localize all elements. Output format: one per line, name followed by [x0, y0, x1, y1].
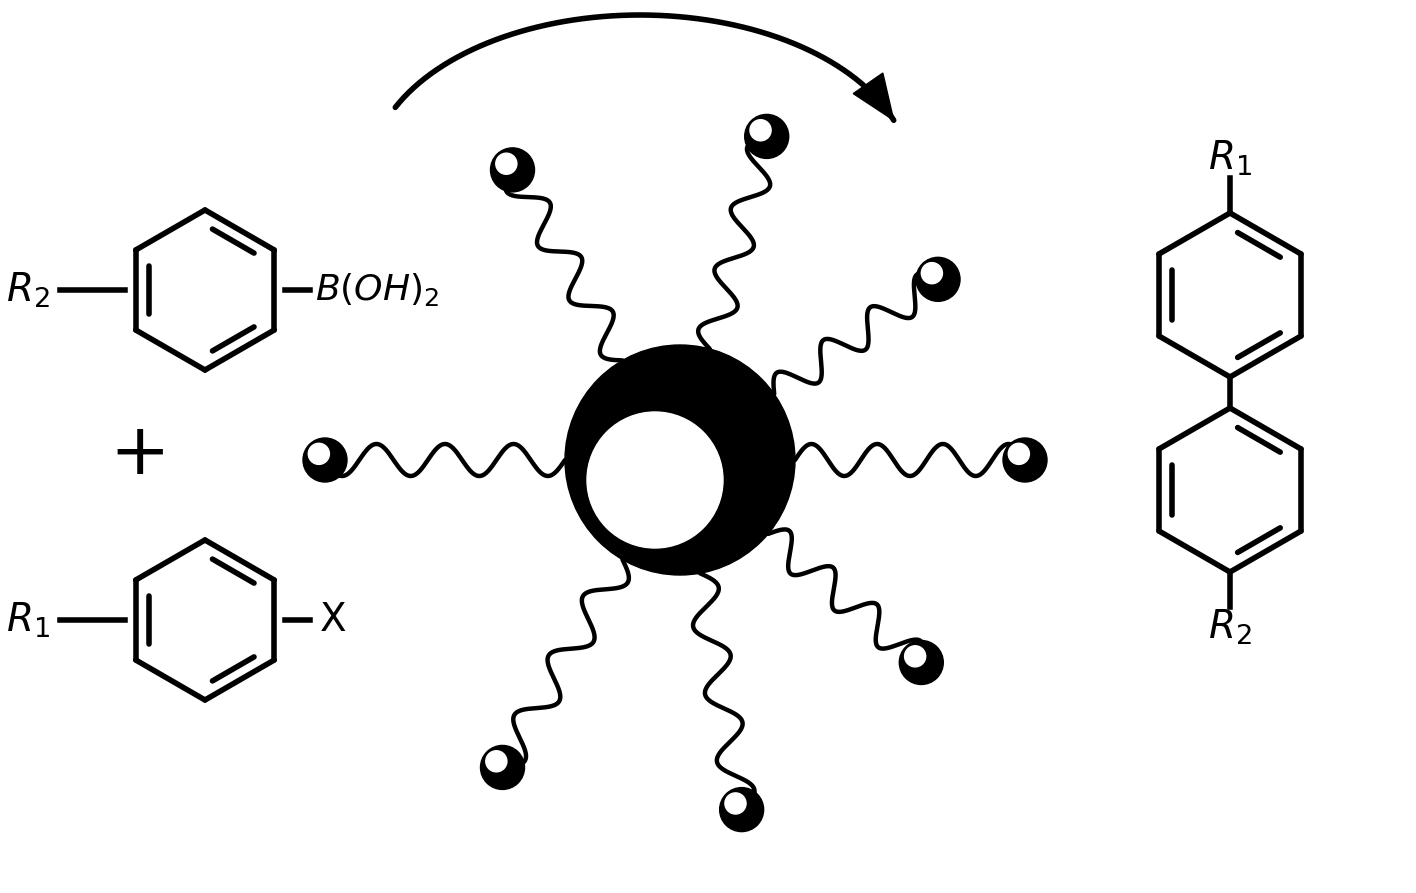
Text: $R_2$: $R_2$: [1208, 607, 1252, 647]
Circle shape: [490, 148, 534, 192]
Circle shape: [1003, 438, 1046, 482]
Circle shape: [916, 257, 960, 301]
Circle shape: [486, 751, 507, 772]
Polygon shape: [854, 73, 893, 121]
Circle shape: [899, 640, 943, 684]
Text: X: X: [320, 601, 347, 639]
Circle shape: [750, 120, 772, 141]
Circle shape: [565, 345, 794, 575]
Circle shape: [480, 746, 524, 789]
Circle shape: [496, 154, 517, 174]
Circle shape: [905, 646, 926, 667]
Circle shape: [588, 412, 724, 548]
Circle shape: [922, 263, 943, 284]
Circle shape: [745, 114, 789, 158]
Circle shape: [725, 793, 746, 814]
Circle shape: [1008, 443, 1029, 464]
Text: +: +: [110, 421, 170, 489]
Circle shape: [719, 788, 763, 831]
Text: $R_1$: $R_1$: [1208, 138, 1252, 178]
Circle shape: [303, 438, 347, 482]
Text: $R_1$: $R_1$: [6, 600, 50, 639]
Text: $B(OH)_2$: $B(OH)_2$: [314, 271, 439, 308]
Circle shape: [309, 443, 330, 464]
Text: $R_2$: $R_2$: [6, 271, 50, 310]
